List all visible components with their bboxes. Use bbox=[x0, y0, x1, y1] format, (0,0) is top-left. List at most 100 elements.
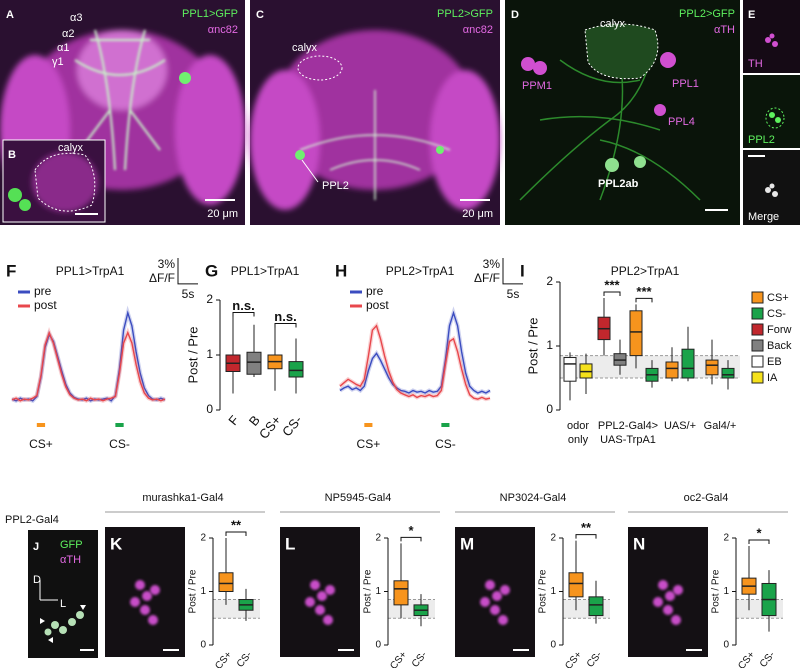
x-tick-label: CS- bbox=[758, 650, 778, 668]
legend-swatch bbox=[751, 355, 764, 368]
y-tick-label: 2 bbox=[206, 292, 213, 306]
outline bbox=[297, 55, 343, 81]
y-tick-label: 0 bbox=[546, 402, 553, 416]
label: PPM1 bbox=[522, 80, 552, 92]
label: αnc82 bbox=[208, 24, 238, 36]
y-tick-label: 0 bbox=[550, 640, 556, 651]
y-axis-label: Post / Pre bbox=[538, 569, 549, 613]
panel-letter: J bbox=[33, 541, 39, 553]
cell bbox=[317, 591, 327, 601]
label: calyx bbox=[58, 142, 84, 154]
panel-letter: M bbox=[460, 534, 474, 553]
scale-bar bbox=[502, 258, 523, 285]
legend-swatch bbox=[751, 307, 764, 320]
bracket bbox=[274, 323, 297, 328]
panel-letter: E bbox=[748, 9, 755, 21]
legend-label: IA bbox=[767, 372, 778, 384]
legend-label: EB bbox=[767, 356, 782, 368]
calyx-d bbox=[584, 23, 659, 80]
panel-title: PPL2>TrpA1 bbox=[611, 264, 680, 278]
bracket bbox=[225, 531, 247, 536]
cell bbox=[653, 597, 663, 607]
panel-title: PPL2>TrpA1 bbox=[386, 264, 455, 278]
panel-letter: K bbox=[110, 534, 123, 553]
x-tick-label: CS- bbox=[279, 412, 305, 439]
cell bbox=[130, 597, 140, 607]
panel-letter: D bbox=[511, 9, 519, 21]
bracket bbox=[603, 291, 621, 296]
box bbox=[665, 361, 679, 379]
label: γ1 bbox=[52, 56, 64, 68]
legend-swatch bbox=[751, 339, 764, 352]
label: GFP bbox=[60, 539, 83, 551]
bracket bbox=[232, 312, 255, 317]
y-tick-label: 0 bbox=[206, 402, 213, 416]
cell bbox=[490, 605, 500, 615]
scale-bar bbox=[177, 258, 198, 285]
panel-title: PPL1>TrpA1 bbox=[56, 264, 125, 278]
significance: n.s. bbox=[274, 309, 296, 324]
panel-title: PPL1>TrpA1 bbox=[231, 264, 300, 278]
legend-swatch bbox=[751, 371, 764, 384]
cell bbox=[673, 585, 683, 595]
panel-letter: G bbox=[205, 261, 218, 280]
label: αnc82 bbox=[463, 24, 493, 36]
cell bbox=[140, 605, 150, 615]
panel-title: NP5945-Gal4 bbox=[325, 492, 392, 504]
y-tick-label: 1 bbox=[550, 586, 556, 597]
label: PPL1 bbox=[672, 78, 699, 90]
cell bbox=[135, 580, 145, 590]
significance: ** bbox=[581, 520, 592, 535]
scale-time: 5s bbox=[507, 287, 520, 301]
x-tick-label: CS+ bbox=[736, 649, 757, 668]
x-tick-label: CS- bbox=[235, 650, 255, 668]
cell bbox=[485, 580, 495, 590]
y-axis-label: Post / Pre bbox=[363, 569, 374, 613]
box bbox=[393, 580, 409, 606]
legend-label: pre bbox=[34, 284, 52, 298]
box bbox=[681, 348, 695, 379]
significance: *** bbox=[604, 277, 620, 292]
x-tick-label: CS+ bbox=[213, 649, 234, 668]
y-axis-label: Post / Pre bbox=[188, 569, 199, 613]
significance: * bbox=[756, 525, 762, 540]
bracket bbox=[635, 297, 653, 303]
label: calyx bbox=[292, 42, 318, 54]
scale-unit: ΔF/F bbox=[149, 271, 175, 285]
reference-band bbox=[560, 355, 740, 378]
cell bbox=[436, 146, 444, 154]
box bbox=[563, 357, 577, 382]
y-axis-label: Post / Pre bbox=[525, 317, 540, 374]
cell bbox=[605, 158, 619, 172]
y-tick-label: 2 bbox=[200, 533, 206, 544]
x-tick-label: CS+ bbox=[563, 649, 584, 668]
x-tick-label: F bbox=[225, 412, 242, 428]
y-tick-label: 0 bbox=[723, 640, 729, 651]
label: PPL2 bbox=[748, 134, 775, 146]
scale-time: 5s bbox=[182, 287, 195, 301]
cell bbox=[323, 615, 333, 625]
cell bbox=[658, 580, 668, 590]
legend-label: pre bbox=[366, 284, 384, 298]
arrowheads-j bbox=[40, 605, 86, 643]
significance: n.s. bbox=[232, 298, 254, 313]
y-tick-label: 2 bbox=[723, 533, 729, 544]
cell bbox=[660, 52, 676, 68]
odor-label: CS+ bbox=[357, 437, 381, 451]
label: PPL2>GFP bbox=[437, 8, 493, 20]
panel-letter: C bbox=[256, 9, 264, 21]
bracket bbox=[575, 534, 597, 539]
odor-label: CS+ bbox=[29, 437, 53, 451]
panel-letter: N bbox=[633, 534, 645, 553]
axes-arrows bbox=[39, 580, 58, 601]
y-tick-label: 1 bbox=[375, 586, 381, 597]
panel-title: PPL2-Gal4 bbox=[5, 514, 59, 526]
y-tick-label: 0 bbox=[200, 640, 206, 651]
cell bbox=[533, 61, 547, 75]
cells-j bbox=[44, 611, 84, 636]
group-label: UAS/+ bbox=[664, 420, 696, 432]
box bbox=[629, 310, 643, 357]
x-tick-label: CS- bbox=[410, 650, 430, 668]
y-tick-label: 2 bbox=[546, 274, 553, 288]
